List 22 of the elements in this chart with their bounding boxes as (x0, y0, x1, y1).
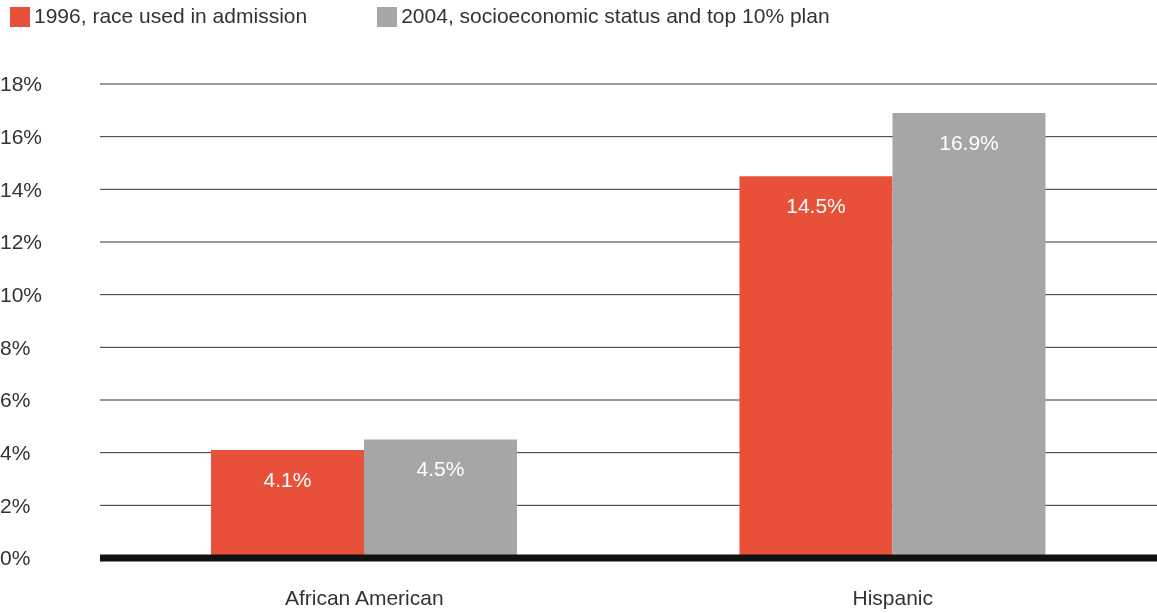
y-tick-label: 14% (0, 177, 43, 201)
bar (363, 439, 517, 558)
y-tick-label: 2% (0, 493, 31, 517)
data-label: 16.9% (939, 130, 999, 154)
x-tick-label: African American (284, 585, 444, 609)
y-tick-label: 10% (0, 283, 43, 307)
data-label: 4.5% (416, 457, 465, 481)
y-tick-label: 18% (0, 72, 43, 96)
y-tick-label: 16% (0, 125, 43, 149)
y-tick-label: 0% (0, 546, 31, 570)
legend-label: 2004, socioeconomic status and top 10% plan (401, 4, 830, 27)
data-label: 4.1% (263, 467, 312, 491)
bar (210, 450, 364, 558)
x-tick-label: Hispanic (852, 585, 934, 609)
bar (739, 176, 893, 558)
y-tick-label: 4% (0, 441, 31, 465)
data-label: 14.5% (786, 194, 846, 218)
y-tick-label: 12% (0, 230, 43, 254)
y-tick-label: 6% (0, 388, 31, 412)
y-tick-label: 8% (0, 335, 31, 359)
legend-label: 1996, race used in admission (34, 4, 308, 27)
bar (892, 112, 1046, 558)
